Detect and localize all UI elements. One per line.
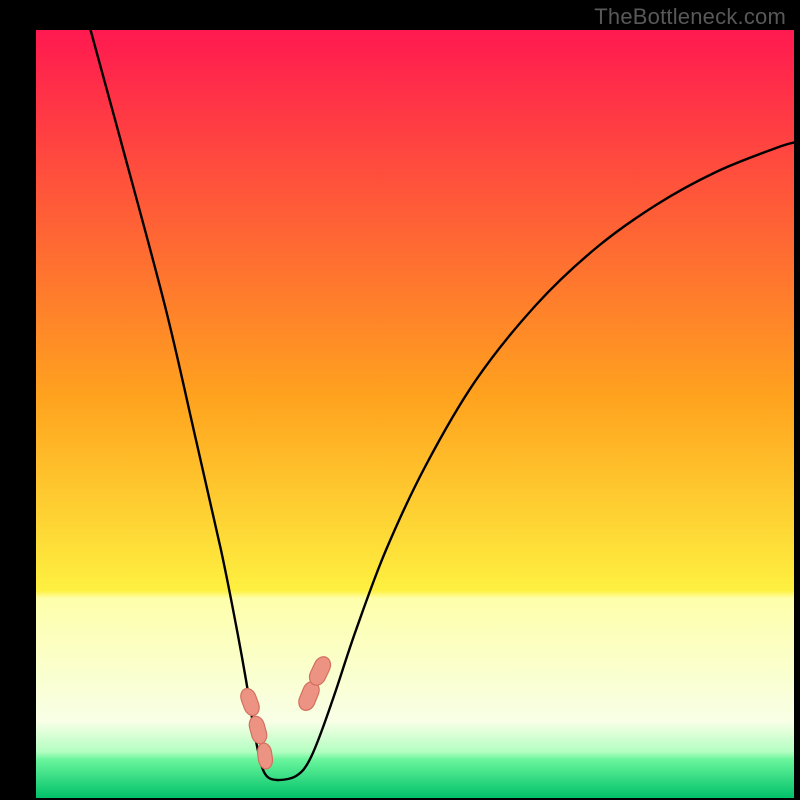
curve-marker (256, 742, 273, 770)
curve-marker (238, 686, 262, 717)
bottleneck-curve (90, 28, 796, 780)
curve-marker (247, 715, 269, 746)
chart-svg (36, 30, 794, 798)
watermark-text: TheBottleneck.com (594, 4, 786, 30)
marker-group (238, 654, 333, 770)
plot-area (36, 30, 794, 798)
